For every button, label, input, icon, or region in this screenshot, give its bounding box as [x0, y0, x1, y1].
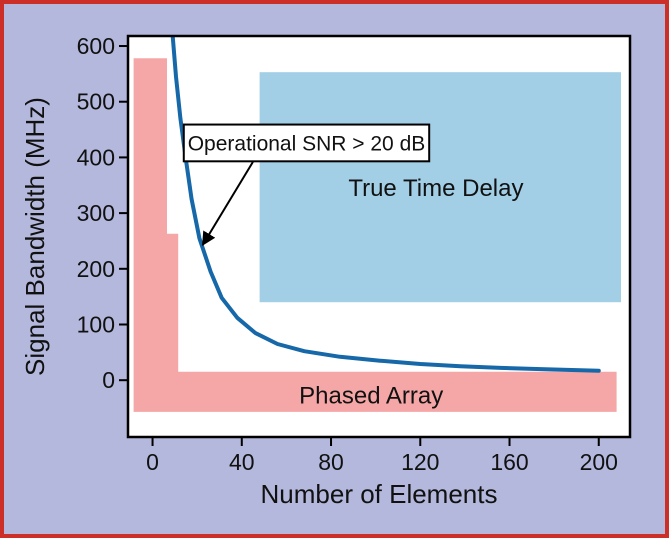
annotation-text: Operational SNR > 20 dB — [188, 132, 426, 155]
y-axis-label: Signal Bandwidth (MHz) — [20, 97, 50, 376]
true-time-delay-label: True Time Delay — [348, 175, 523, 202]
operational-snr-curve — [170, 36, 601, 373]
x-tick-label: 200 — [580, 449, 618, 475]
phased-array-region — [133, 58, 617, 412]
x-tick-label: 160 — [490, 449, 528, 475]
plot-clip-group — [133, 36, 621, 412]
x-tick-label: 40 — [229, 449, 255, 475]
y-tick-label: 600 — [77, 33, 115, 59]
true-time-delay-region — [259, 72, 621, 303]
y-tick-label: 400 — [77, 144, 115, 170]
x-tick-label: 80 — [318, 449, 344, 475]
y-tick-label: 100 — [77, 311, 115, 337]
annotation-arrow — [201, 161, 254, 247]
phased-array-label: Phased Array — [299, 383, 443, 410]
y-tick-label: 300 — [77, 200, 115, 226]
chart-root: Phased Array True Time Delay 0 40 80 120 160 20… — [20, 33, 632, 509]
y-tick-label: 0 — [102, 367, 115, 393]
x-tick-label: 120 — [401, 449, 439, 475]
chart-svg: Phased Array True Time Delay 0 40 80 120 160 20… — [20, 33, 632, 509]
x-axis-label: Number of Elements — [261, 479, 498, 509]
y-tick-label: 200 — [77, 256, 115, 282]
x-tick-label: 0 — [146, 449, 159, 475]
annotation-box — [182, 123, 431, 163]
y-tick-label: 500 — [77, 89, 115, 115]
plot-border — [126, 34, 632, 439]
